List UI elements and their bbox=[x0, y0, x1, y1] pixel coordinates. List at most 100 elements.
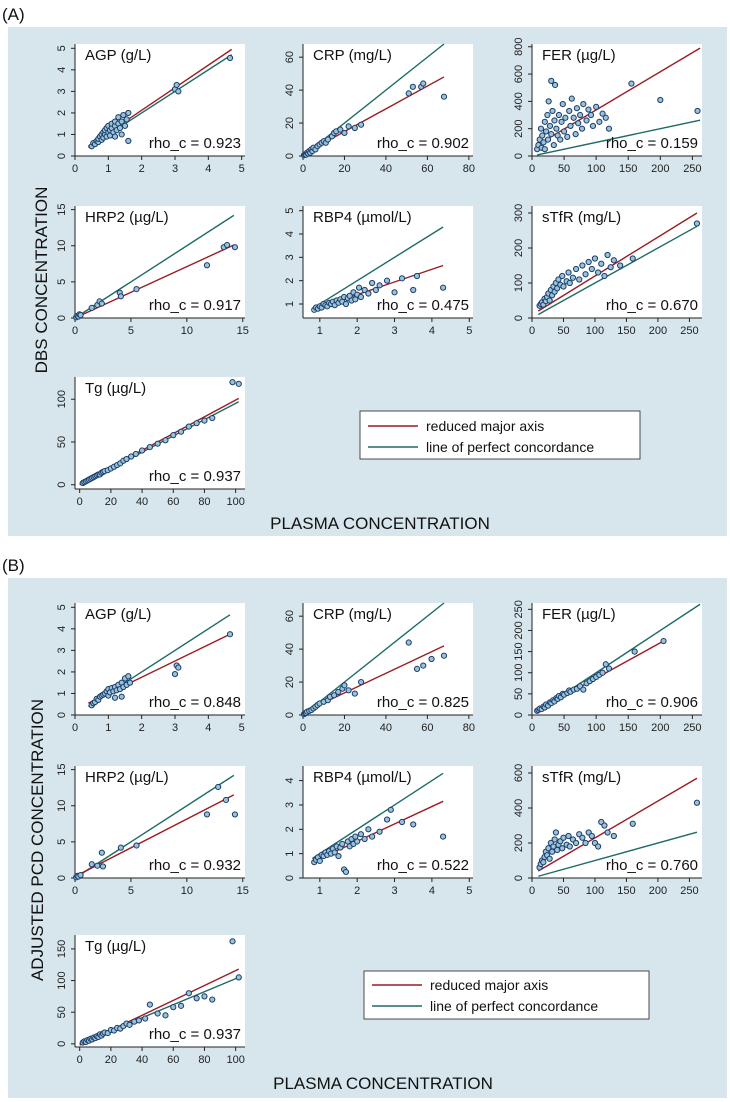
panel-b-fer-y-tick-label: 250 bbox=[513, 600, 525, 618]
panel-a-hrp2-title: HRP2 (µg/L) bbox=[85, 209, 169, 226]
panel-a-tg-x-tick-label: 40 bbox=[136, 496, 148, 508]
panel-b-rbp4-data-point bbox=[440, 833, 447, 840]
panel-a-fer-data-point bbox=[549, 107, 556, 115]
panel-a-fer-data-point bbox=[593, 103, 600, 110]
panel-a-rbp4-x-tick-label: 4 bbox=[429, 325, 435, 337]
panel-a-stfr-y-tick-label: 200 bbox=[513, 239, 525, 257]
panel-b-stfr-data-point bbox=[552, 829, 560, 836]
panel-a-fer-rho: rho_c = 0.159 bbox=[606, 135, 698, 152]
panel-a-fer-data-point bbox=[555, 111, 563, 119]
panel-a-rbp4-y-tick-label: 2 bbox=[284, 278, 296, 284]
panel-a-legend-concordance-label: line of perfect concordance bbox=[426, 439, 594, 455]
panel-a-crp-data-point bbox=[357, 121, 365, 128]
panel-b-tg-data-point bbox=[193, 995, 200, 1002]
panel-a-stfr-title: sTfR (mg/L) bbox=[542, 209, 621, 226]
panel-a-crp-data-point bbox=[409, 83, 416, 90]
panel-b-tg-data-point bbox=[126, 1021, 133, 1028]
panel-a-stfr-data-point bbox=[566, 279, 573, 287]
panel-b-hrp2-y-tick-label: 5 bbox=[56, 839, 68, 845]
panel-a-fer-data-point bbox=[596, 118, 603, 125]
panel-a-tg-subplot: 0 50 100 0 20 40 60 80 100 Tg (µg/L) rho_c = 0.937 bbox=[56, 377, 245, 508]
panel-a-stfr-data-point bbox=[591, 255, 599, 262]
panel-b-stfr-x-tick-label: 150 bbox=[617, 885, 635, 897]
panel-a-x-axis-title: PLASMA CONCENTRATION bbox=[270, 514, 490, 533]
panel-a-crp-x-tick-label: 0 bbox=[300, 163, 306, 175]
panel-b-hrp2-y-tick-label: 0 bbox=[56, 875, 68, 881]
panel-b-fer-data-point bbox=[605, 665, 613, 672]
panel-a-stfr-concordance-line bbox=[537, 225, 698, 316]
panel-b-agp-data-point bbox=[125, 673, 132, 680]
panel-a-agp-data-point bbox=[125, 137, 132, 145]
panel-a-stfr-data-point bbox=[607, 264, 614, 271]
panel-a-fer-y-tick-label: 600 bbox=[513, 65, 525, 83]
panel-b-hrp2-subplot: 0 5 10 15 0 5 10 15 HRP2 (µg/L) rho_c = 0.932 bbox=[56, 763, 249, 897]
panel-a-tg-x-tick-label: 20 bbox=[105, 496, 117, 508]
panel-a-fer-data-point bbox=[544, 111, 551, 119]
panel-b-legend: reduced major axis line of perfect conco… bbox=[363, 970, 650, 1020]
panel-b-hrp2-x-tick-label: 15 bbox=[237, 885, 249, 897]
panel-a-tg-y-tick-label: 0 bbox=[56, 482, 68, 488]
panel-a-hrp2-y-tick-label: 10 bbox=[56, 240, 68, 252]
panel-a-fer-data-point bbox=[562, 114, 569, 121]
panel-a-rbp4-data-point bbox=[398, 275, 406, 282]
panel-b-stfr-data-point bbox=[588, 832, 595, 840]
panel-a-stfr-data-point bbox=[610, 257, 617, 264]
panel-a-tg-data-point bbox=[132, 450, 139, 458]
panel-a-crp-data-point bbox=[337, 126, 344, 133]
panel-b-stfr-data-point bbox=[693, 799, 701, 806]
panel-a-stfr-x-tick-label: 150 bbox=[617, 325, 635, 337]
panel-b-legend-box bbox=[363, 970, 650, 1020]
panel-a-fer-data-point bbox=[587, 111, 595, 119]
panel-b-hrp2-data-point bbox=[117, 844, 124, 851]
panel-a-stfr-data-point bbox=[555, 276, 562, 283]
panel-b-hrp2-title: HRP2 (µg/L) bbox=[85, 769, 169, 786]
panel-a-hrp2-y-tick-label: 15 bbox=[56, 203, 68, 215]
panel-b-rbp4-data-point bbox=[361, 835, 368, 843]
panel-b-agp-data-point bbox=[126, 679, 134, 686]
panel-a-stfr-x-tick-label: 200 bbox=[649, 325, 667, 337]
panel-a-agp-y-tick-label: 5 bbox=[56, 45, 68, 51]
panel-a-crp-data-point bbox=[351, 124, 358, 132]
panel-a-legend-box bbox=[359, 410, 641, 460]
panel-b-agp-x-tick-label: 0 bbox=[72, 722, 78, 734]
panel-b-rbp4-subplot: 0 1 2 3 4 1 2 3 4 5 RBP4 (µmol/L) rho_c = 0.522 bbox=[284, 766, 473, 897]
panel-b-hrp2-x-tick-label: 10 bbox=[181, 885, 193, 897]
panel-b-crp-title: CRP (mg/L) bbox=[313, 606, 392, 623]
panel-a-fer-data-point bbox=[575, 120, 582, 127]
panel-a-fer-data-point bbox=[572, 131, 579, 138]
panel-b-rbp4-data-point bbox=[365, 826, 372, 833]
panel-a-fer-data-point bbox=[577, 111, 584, 119]
panel-b-stfr-data-point bbox=[582, 839, 589, 847]
panel-b-fer-data-point bbox=[631, 648, 638, 655]
panel-a-fer-x-tick-label: 150 bbox=[619, 163, 637, 175]
panel-a-tg-data-point bbox=[229, 379, 236, 386]
panel-b-stfr-y-tick-label: 0 bbox=[513, 875, 525, 881]
panel-b-agp-y-tick-label: 0 bbox=[56, 712, 68, 718]
panel-b-tg-data-point bbox=[229, 938, 236, 945]
panel-b-rbp4-x-tick-label: 3 bbox=[391, 885, 397, 897]
panel-b-crp-data-point bbox=[330, 692, 338, 699]
panel-a-fer-data-point bbox=[546, 122, 554, 130]
panel-a-rbp4-x-tick-label: 1 bbox=[317, 325, 323, 337]
panel-b-rbp4-data-point bbox=[354, 838, 361, 845]
panel-b-stfr-data-point bbox=[549, 848, 556, 855]
panel-a-fer-data-point bbox=[628, 80, 635, 87]
panel-a-agp-x-tick-label: 2 bbox=[139, 163, 145, 175]
panel-a-tg-data-point bbox=[138, 447, 146, 454]
panel-a-rbp4-data-point bbox=[413, 272, 421, 280]
panel-a-agp-x-tick-label: 0 bbox=[72, 163, 78, 175]
panel-a-tg-y-tick-label: 50 bbox=[56, 436, 68, 448]
panel-a-stfr-data-point bbox=[582, 271, 589, 278]
panel-a-agp-y-tick-label: 4 bbox=[56, 67, 68, 73]
panel-a-agp-x-tick-label: 1 bbox=[105, 163, 111, 175]
panel-b-x-axis-title: PLASMA CONCENTRATION bbox=[273, 1074, 493, 1093]
panel-a-tg-rho: rho_c = 0.937 bbox=[149, 468, 241, 485]
panel-a-rbp4-data-point bbox=[376, 282, 383, 289]
panel-a-rbp4-title: RBP4 (µmol/L) bbox=[313, 209, 412, 226]
panel-b-crp-x-tick-label: 40 bbox=[380, 722, 392, 734]
panel-a-fer-data-point bbox=[602, 114, 609, 121]
panel-b-agp-x-tick-label: 4 bbox=[205, 722, 211, 734]
panel-a-crp-x-tick-label: 40 bbox=[380, 163, 392, 175]
panel-b-agp-x-tick-label: 5 bbox=[239, 722, 245, 734]
panel-b-agp-y-tick-label: 1 bbox=[56, 690, 68, 696]
